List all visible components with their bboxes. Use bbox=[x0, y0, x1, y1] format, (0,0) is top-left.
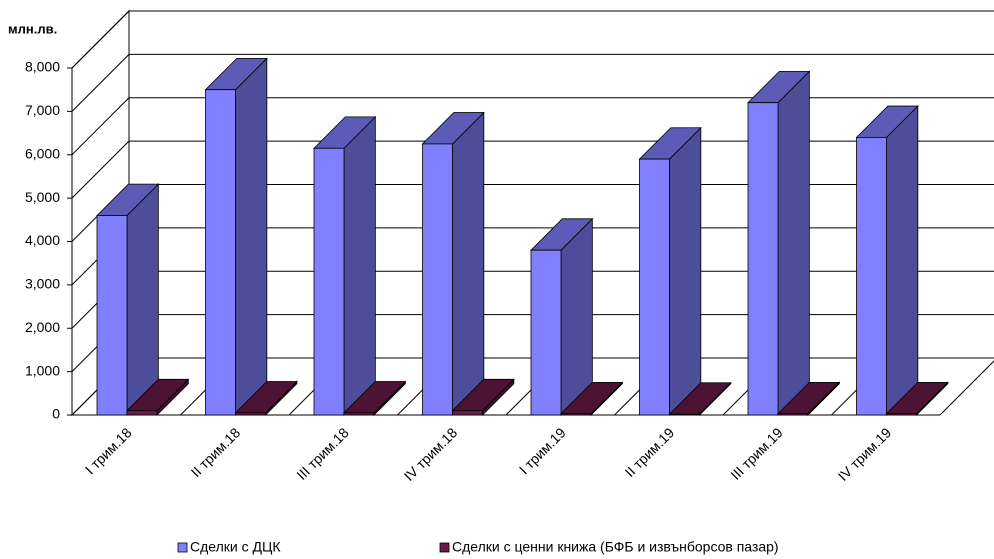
y-tick-label: 6,000 bbox=[25, 145, 60, 161]
bar bbox=[668, 381, 732, 416]
bar bbox=[530, 217, 594, 416]
y-axis-label: млн.лв. bbox=[8, 21, 57, 36]
grid-line bbox=[71, 97, 994, 156]
x-tick-label: III трим.19 bbox=[727, 424, 786, 483]
grid-line bbox=[71, 53, 994, 112]
legend-swatch bbox=[439, 542, 450, 553]
bar bbox=[204, 57, 268, 416]
bar bbox=[234, 380, 298, 416]
bar bbox=[343, 380, 407, 416]
grid-line bbox=[71, 10, 994, 69]
bar bbox=[638, 126, 702, 416]
y-tick-label: 7,000 bbox=[25, 102, 60, 118]
bar bbox=[885, 381, 949, 416]
bar-front bbox=[530, 249, 562, 416]
bar-side bbox=[235, 57, 268, 416]
bar bbox=[747, 70, 811, 416]
bar-front bbox=[422, 143, 453, 416]
bar-front bbox=[639, 158, 670, 416]
bar-front bbox=[235, 412, 266, 416]
x-tick-label: IV трим.18 bbox=[401, 424, 461, 484]
bar bbox=[451, 378, 515, 416]
y-tick-label: 8,000 bbox=[25, 59, 60, 75]
bar-front bbox=[560, 413, 592, 416]
floor-line bbox=[939, 360, 994, 416]
bar-front bbox=[669, 413, 700, 416]
bar bbox=[126, 378, 190, 416]
bar-side bbox=[886, 105, 919, 416]
bar-front bbox=[313, 147, 345, 416]
bar-front bbox=[96, 215, 128, 416]
bar bbox=[777, 381, 841, 416]
y-tick-label: 5,000 bbox=[25, 189, 60, 205]
bar-side bbox=[343, 115, 376, 416]
grid-line bbox=[71, 140, 994, 199]
bar-front bbox=[747, 102, 779, 416]
legend-swatch bbox=[177, 542, 188, 553]
bar-side bbox=[560, 217, 593, 416]
bar bbox=[560, 381, 624, 416]
bar-front bbox=[856, 136, 887, 416]
x-tick-label: IV трим.19 bbox=[835, 424, 895, 484]
x-tick-label: III трим.18 bbox=[293, 424, 352, 483]
x-tick-label: II трим.19 bbox=[622, 424, 678, 480]
bar bbox=[855, 105, 919, 416]
bar-side bbox=[452, 111, 485, 416]
y-tick-label: 4,000 bbox=[25, 232, 60, 248]
bar-side bbox=[669, 126, 702, 416]
bar-front bbox=[452, 410, 483, 416]
bar-front bbox=[343, 412, 375, 416]
y-tick-label: 1,000 bbox=[25, 362, 60, 378]
bar-front bbox=[886, 413, 917, 416]
x-tick-label: I трим.18 bbox=[82, 424, 135, 477]
y-tick-label: 0 bbox=[52, 406, 60, 422]
bar-front bbox=[126, 410, 158, 416]
x-tick-label: I трим.19 bbox=[516, 424, 569, 477]
bar-front bbox=[777, 413, 809, 416]
x-tick-label: II трим.18 bbox=[188, 424, 244, 480]
bar-side bbox=[777, 70, 810, 416]
bar-front bbox=[205, 89, 236, 416]
bar bbox=[96, 183, 160, 416]
legend-label: Сделки с ценни книжа (БФБ и извънборсов … bbox=[452, 539, 779, 555]
legend-label: Сделки с ДЦК bbox=[190, 539, 281, 555]
y-tick-label: 2,000 bbox=[25, 319, 60, 335]
bar-side bbox=[126, 183, 159, 416]
y-tick-label: 3,000 bbox=[25, 276, 60, 292]
bar bbox=[313, 115, 377, 416]
bar bbox=[421, 111, 485, 416]
